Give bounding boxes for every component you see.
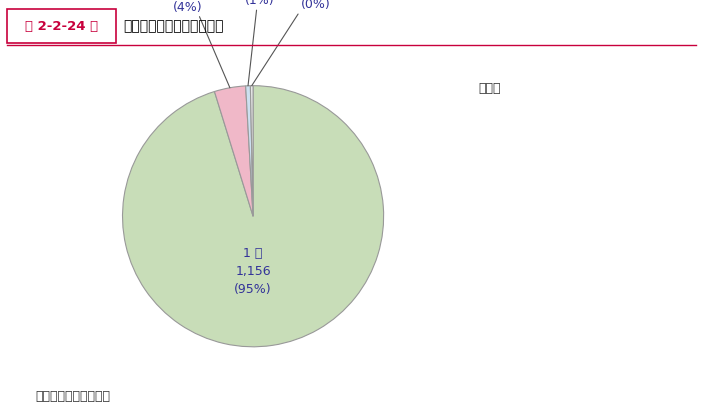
Text: 2 者
  47
(4%): 2 者 47 (4%): [173, 0, 230, 88]
Wedge shape: [122, 86, 384, 347]
Wedge shape: [214, 86, 253, 216]
Text: 4 者以上
    4
(0%): 4 者以上 4 (0%): [252, 0, 333, 86]
Text: 事業計画の認定者数別件数: 事業計画の認定者数別件数: [123, 19, 224, 33]
Text: 第 2-2-24 図: 第 2-2-24 図: [25, 20, 98, 33]
Wedge shape: [250, 86, 253, 216]
Text: 1 者
1,156
(95%): 1 者 1,156 (95%): [234, 246, 272, 295]
Text: 資料：中小企業庁調べ: 資料：中小企業庁調べ: [35, 390, 110, 403]
Text: （件）: （件）: [478, 82, 501, 95]
Text: 3 者
  7
(1%): 3 者 7 (1%): [245, 0, 274, 86]
Wedge shape: [245, 86, 253, 216]
